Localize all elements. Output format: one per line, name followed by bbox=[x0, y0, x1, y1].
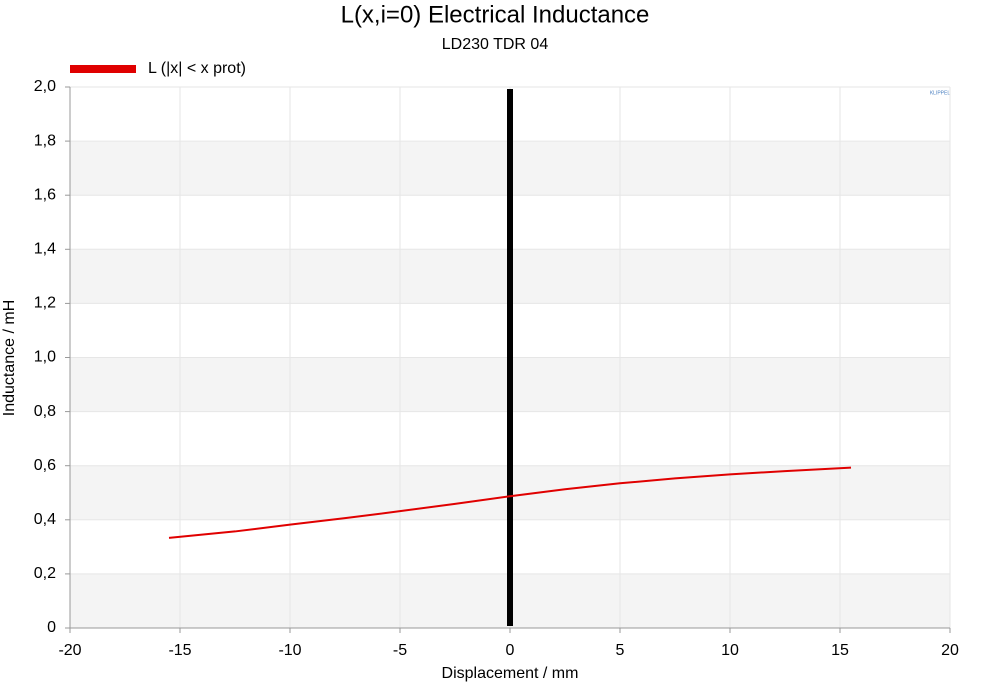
y-tick-label: 0,2 bbox=[34, 565, 56, 582]
y-tick-label: 1,8 bbox=[34, 132, 56, 149]
x-tick-label: -20 bbox=[58, 642, 81, 659]
x-tick-label: 5 bbox=[616, 642, 625, 659]
x-tick-label: 15 bbox=[831, 642, 849, 659]
chart-subtitle: LD230 TDR 04 bbox=[442, 36, 549, 53]
x-tick-label: 20 bbox=[941, 642, 959, 659]
x-tick-label: -15 bbox=[168, 642, 191, 659]
y-tick-label: 2,0 bbox=[34, 78, 56, 95]
y-tick-label: 0,4 bbox=[34, 511, 56, 528]
chart-title: L(x,i=0) Electrical Inductance bbox=[341, 1, 650, 28]
y-tick-label: 0,6 bbox=[34, 457, 56, 474]
x-tick-label: -5 bbox=[393, 642, 407, 659]
y-tick-label: 1,6 bbox=[34, 186, 56, 203]
reference-line bbox=[507, 89, 513, 626]
y-tick-label: 0 bbox=[47, 619, 56, 636]
x-tick-label: 10 bbox=[721, 642, 739, 659]
y-tick-label: 1,2 bbox=[34, 295, 56, 312]
y-tick-label: 1,4 bbox=[34, 241, 56, 258]
x-tick-label: -10 bbox=[278, 642, 301, 659]
y-tick-label: 0,8 bbox=[34, 403, 56, 420]
x-axis-label: Displacement / mm bbox=[442, 665, 579, 682]
legend-label: L (|x| < x prot) bbox=[148, 60, 246, 77]
data-line bbox=[168, 466, 852, 539]
y-axis-label: Inductance / mH bbox=[1, 300, 18, 417]
x-tick-label: 0 bbox=[506, 642, 515, 659]
logo: KLIPPEL bbox=[930, 90, 951, 96]
y-tick-label: 1,0 bbox=[34, 349, 56, 366]
